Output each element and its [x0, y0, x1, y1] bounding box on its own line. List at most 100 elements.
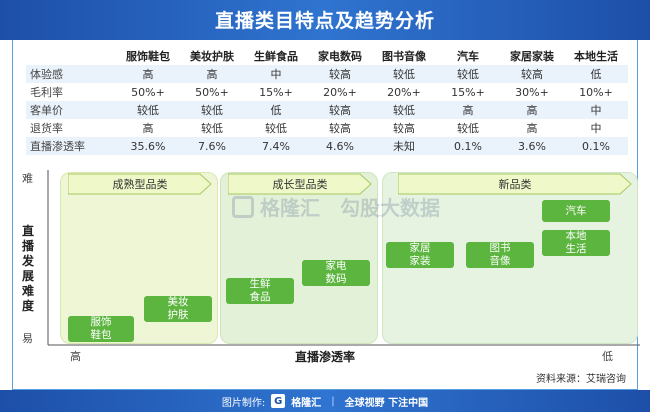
- category-box-local-life: 本地 生活: [542, 230, 610, 256]
- box-line: 汽车: [565, 204, 587, 217]
- box-line: 图书: [489, 242, 511, 254]
- table-cell: 高: [180, 65, 244, 83]
- box-line: 家装: [409, 255, 431, 267]
- category-box-electronics: 家电 数码: [302, 260, 370, 286]
- table-cell: 7.6%: [180, 137, 244, 155]
- table-cell: 未知: [372, 137, 436, 155]
- table-cell: 30%+: [515, 85, 549, 99]
- watermark: 格隆汇 勾股大数据: [232, 192, 440, 221]
- table-header-cell: 生鲜食品: [254, 49, 298, 63]
- table-cell: 较低: [265, 122, 287, 135]
- box-line: 护肤: [167, 309, 189, 321]
- table-cell: 较高: [308, 65, 372, 83]
- arrow-tag-shape: [68, 173, 212, 195]
- table-cell: 较低: [180, 101, 244, 119]
- footer-bar: 图片制作: G 格隆汇 | 全球视野 下注中国: [0, 390, 650, 412]
- zone-label-text: 新品类: [498, 178, 532, 191]
- box-line: 音像: [489, 255, 511, 267]
- source-note: 资料来源：艾瑞咨询: [536, 374, 626, 385]
- table-cell: 中: [590, 122, 602, 135]
- table-cell: 中: [244, 65, 308, 83]
- table-cell: 低: [244, 101, 308, 119]
- table-cell: 3.6%: [500, 137, 564, 155]
- row-label: 直播渗透率: [26, 137, 116, 155]
- watermark-text: 格隆汇: [260, 196, 320, 220]
- table-cell: 较低: [201, 122, 223, 135]
- x-axis-label: 直播渗透率: [294, 350, 355, 364]
- row-label: 体验感: [26, 65, 116, 83]
- box-line: 生鲜: [249, 278, 271, 290]
- table-header-cell: 图书音像: [382, 49, 426, 63]
- x-axis-left-label: 高: [70, 350, 81, 363]
- category-box-apparel: 服饰 鞋包: [68, 316, 134, 342]
- table-cell: 较低: [457, 122, 479, 135]
- zone-label-text: 成熟型品类: [112, 178, 168, 191]
- zone-growth: [220, 172, 378, 344]
- box-line: 生活: [565, 243, 587, 255]
- table-cell: 高: [526, 122, 538, 135]
- table-header-cell: 家居家装: [510, 49, 554, 63]
- table-row: 直播渗透率 35.6% 7.6% 7.4% 4.6% 未知 0.1% 3.6% …: [26, 137, 628, 155]
- table-cell: 高: [500, 101, 564, 119]
- table-cell: 15%+: [451, 85, 485, 99]
- table-cell: 20%+: [387, 85, 421, 99]
- table-cell: 较高: [329, 122, 351, 135]
- box-line: 美妆: [167, 296, 189, 308]
- zone-label-growth: 成长型品类: [228, 173, 372, 195]
- footer-made-by: 图片制作:: [221, 397, 266, 409]
- table-cell: 较低: [372, 101, 436, 119]
- box-line: 数码: [325, 273, 347, 285]
- row-label: 客单价: [26, 101, 116, 119]
- box-line: 家电: [325, 260, 347, 272]
- footer-slogan: 全球视野 下注中国: [344, 397, 429, 409]
- table-cell: 高: [142, 122, 154, 135]
- table-header-cell: 本地生活: [574, 49, 618, 63]
- table-row: 客单价 较低 较低 低 较高 较低 高 高 中: [26, 101, 628, 119]
- category-table: 服饰鞋包 美妆护肤 生鲜食品 家电数码 图书音像 汽车 家居家装 本地生活 体验…: [26, 46, 628, 155]
- zone-label-new: 新品类: [398, 173, 632, 195]
- zone-label-text: 成长型品类: [272, 178, 328, 191]
- table-cell: 15%+: [259, 85, 293, 99]
- table-cell: 高: [436, 101, 500, 119]
- table-header-row: 服饰鞋包 美妆护肤 生鲜食品 家电数码 图书音像 汽车 家居家装 本地生活: [26, 46, 628, 65]
- category-box-books: 图书 音像: [466, 242, 534, 268]
- box-line: 本地: [565, 230, 587, 242]
- page-title: 直播类目特点及趋势分析: [214, 10, 435, 32]
- table-cell: 10%+: [579, 85, 613, 99]
- arrow-tag-shape: [398, 173, 632, 195]
- table-row: 退货率 高 较低 较低 较高 较高 较低 高 中: [26, 119, 628, 137]
- x-axis-right-label: 低: [602, 350, 613, 363]
- category-box-auto: 汽车: [542, 200, 610, 222]
- table-cell: 0.1%: [564, 137, 628, 155]
- table-cell: 35.6%: [116, 137, 180, 155]
- table-cell: 低: [564, 65, 628, 83]
- table-cell: 较高: [500, 65, 564, 83]
- category-box-beauty: 美妆 护肤: [144, 296, 212, 322]
- y-axis-label: 直播发展难度: [21, 224, 34, 313]
- table-cell: 高: [116, 65, 180, 83]
- table-cell: 50%+: [195, 85, 229, 99]
- box-line: 鞋包: [90, 329, 112, 341]
- watermark-text: 勾股大数据: [340, 196, 440, 220]
- watermark-logo-icon: [232, 195, 254, 218]
- table-header-cell: 家电数码: [318, 49, 362, 63]
- table-cell: 0.1%: [436, 137, 500, 155]
- table-cell: 7.4%: [244, 137, 308, 155]
- box-line: 食品: [249, 291, 271, 303]
- table-header-cell: 美妆护肤: [190, 49, 234, 63]
- footer-brand: 格隆汇: [291, 397, 322, 409]
- table-cell: 4.6%: [308, 137, 372, 155]
- category-box-fresh-food: 生鲜 食品: [226, 278, 294, 304]
- arrow-tag-shape: [228, 173, 372, 195]
- table-cell: 较低: [116, 101, 180, 119]
- table-row: 毛利率 50%+ 50%+ 15%+ 20%+ 20%+ 15%+ 30%+ 1…: [26, 83, 628, 101]
- table-cell: 中: [564, 101, 628, 119]
- footer-divider: |: [331, 395, 335, 407]
- row-label: 毛利率: [30, 86, 63, 99]
- y-axis-top-label: 难: [22, 172, 33, 185]
- category-box-home: 家居 家装: [386, 242, 454, 268]
- table-cell: 20%+: [323, 85, 357, 99]
- table-header-cell: 服饰鞋包: [126, 49, 170, 63]
- header-bar: 直播类目特点及趋势分析: [0, 0, 650, 40]
